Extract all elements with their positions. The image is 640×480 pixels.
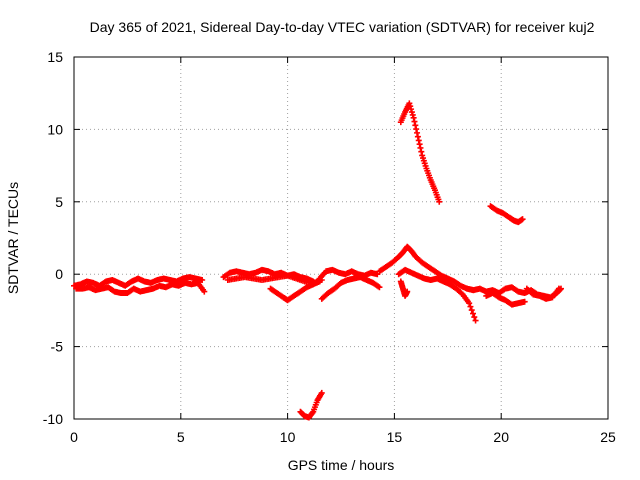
y-tick-label: 5	[55, 194, 63, 210]
x-tick-label: 10	[280, 429, 296, 445]
data-point	[555, 285, 562, 292]
data-point	[472, 317, 479, 324]
data-point	[412, 122, 419, 129]
x-tick-label: 20	[493, 429, 509, 445]
data-point	[470, 310, 477, 317]
data-point	[521, 298, 528, 305]
data-point	[411, 118, 418, 125]
x-tick-label: 15	[387, 429, 403, 445]
data-point	[409, 111, 416, 118]
data-point	[407, 103, 414, 110]
plot-frame	[73, 56, 609, 420]
x-tick-label: 0	[70, 429, 78, 445]
y-tick-label: 15	[47, 49, 63, 65]
data-point	[414, 133, 421, 140]
data-point	[408, 106, 415, 113]
data-point	[404, 288, 411, 295]
data-point	[309, 409, 316, 416]
grid	[74, 57, 608, 419]
data-point	[318, 389, 325, 396]
data-point	[199, 276, 206, 283]
y-tick-label: -10	[43, 411, 63, 427]
y-tick-label: 10	[47, 121, 63, 137]
x-axis-label: GPS time / hours	[288, 457, 395, 473]
data-point	[416, 141, 423, 148]
data-point	[466, 300, 473, 307]
data-point	[436, 198, 443, 205]
x-tick-label: 25	[600, 429, 616, 445]
y-axis-label: SDTVAR / TECUs	[5, 182, 21, 294]
data-point	[418, 148, 425, 155]
data-point	[406, 100, 413, 107]
y-tick-label: 0	[55, 266, 63, 282]
data-point	[467, 303, 474, 310]
data-point	[410, 114, 417, 121]
data-point	[417, 144, 424, 151]
x-tick-label: 5	[177, 429, 185, 445]
axis-ticks: 0 5 10 15 20 25 -10 -5 0 5 10 15	[43, 49, 616, 445]
chart-title: Day 365 of 2021, Sidereal Day-to-day VTE…	[90, 19, 595, 35]
data-points	[71, 100, 565, 421]
data-point	[415, 137, 422, 144]
data-point	[519, 216, 526, 223]
data-point	[376, 284, 383, 291]
data-point	[471, 314, 478, 321]
data-point	[201, 288, 208, 295]
data-point	[414, 129, 421, 136]
y-tick-label: -5	[51, 339, 64, 355]
data-point	[408, 109, 415, 116]
data-point	[468, 307, 475, 314]
data-point	[413, 126, 420, 133]
